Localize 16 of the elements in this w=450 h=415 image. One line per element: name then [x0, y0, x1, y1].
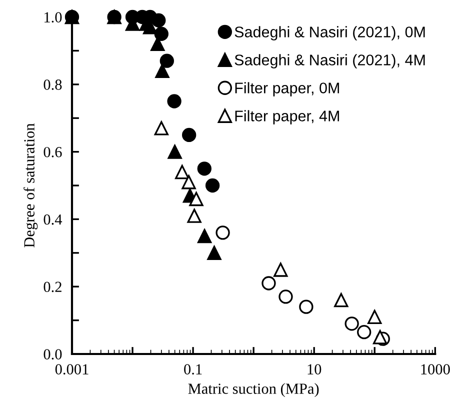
y-tick-label: 0.4 — [44, 214, 62, 225]
x-tick-label: 0.1 — [184, 364, 202, 375]
x-tick-label: 10 — [308, 364, 322, 374]
y-tick-label: 1.0 — [44, 12, 62, 23]
y-axis-title: Degree of saturation — [24, 123, 38, 248]
x-tick-label: 1000 — [421, 364, 450, 374]
legend-label: Filter paper, 0M — [235, 82, 339, 96]
y-tick-label: 0.6 — [44, 146, 62, 158]
x-axis-title: Matric suction (MPa) — [188, 383, 319, 397]
legend-label: Filter paper, 4M — [235, 110, 339, 124]
y-tick-label: 0.8 — [44, 80, 62, 90]
x-tick-label: 0.001 — [55, 364, 88, 375]
legend-label: Sadeghi & Nasiri (2021), 4M — [234, 54, 425, 68]
y-tick-label: 0.0 — [44, 349, 62, 360]
legend-label: Sadeghi & Nasiri (2021), 0M — [234, 26, 425, 40]
y-tick-label: 0.2 — [44, 282, 62, 292]
